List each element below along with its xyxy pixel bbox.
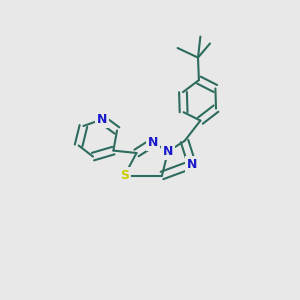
Text: N: N: [97, 113, 107, 126]
Text: N: N: [187, 158, 197, 171]
Text: N: N: [148, 136, 158, 149]
Text: S: S: [120, 169, 129, 182]
Text: N: N: [163, 145, 173, 158]
